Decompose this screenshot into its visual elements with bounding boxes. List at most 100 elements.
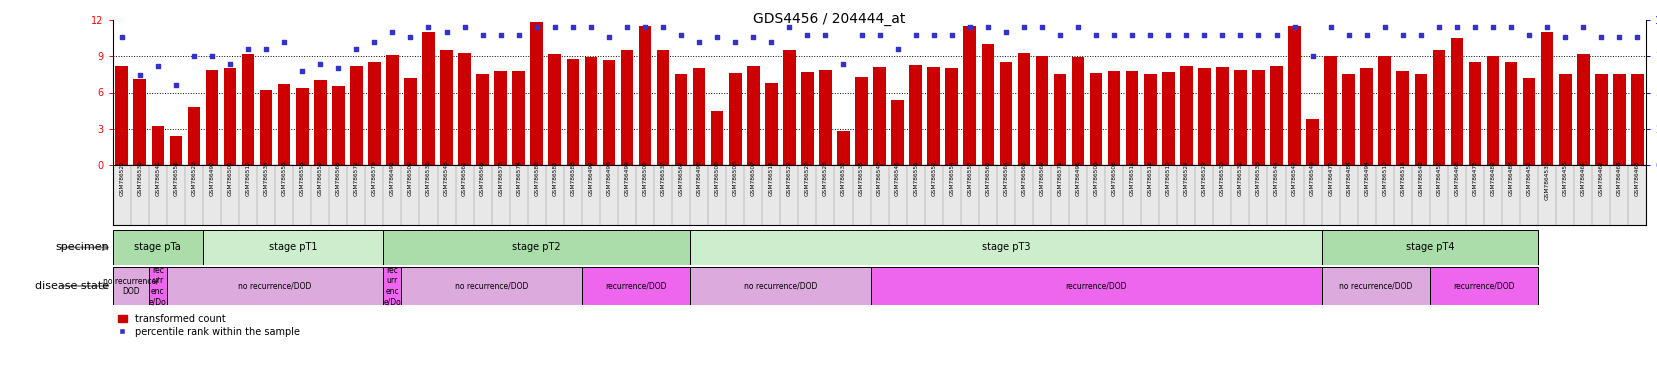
Bar <box>1089 73 1102 165</box>
Bar <box>1450 38 1463 165</box>
Text: stage pT4: stage pT4 <box>1405 243 1453 253</box>
Point <box>270 39 297 45</box>
Text: no recurrence/DOD: no recurrence/DOD <box>744 281 817 291</box>
Bar <box>205 70 219 165</box>
Bar <box>1198 68 1210 165</box>
Bar <box>981 44 994 165</box>
Bar <box>1251 70 1264 165</box>
Point <box>505 31 532 38</box>
Bar <box>1360 68 1372 165</box>
Point <box>1496 24 1523 30</box>
Bar <box>963 26 976 165</box>
Point <box>560 24 587 30</box>
Point <box>361 39 388 45</box>
Point <box>542 24 568 30</box>
Bar <box>1594 74 1607 165</box>
Bar <box>837 131 850 165</box>
Bar <box>908 65 921 165</box>
Point <box>848 31 875 38</box>
Point <box>235 46 262 52</box>
Point <box>1263 31 1289 38</box>
Bar <box>1036 56 1047 165</box>
Point <box>974 24 1001 30</box>
Bar <box>819 70 832 165</box>
Bar <box>1486 56 1498 165</box>
Bar <box>441 50 452 165</box>
Bar <box>926 67 940 165</box>
Bar <box>1395 71 1408 165</box>
Point <box>1137 31 1163 38</box>
Point <box>414 24 441 30</box>
Bar <box>1413 74 1427 165</box>
Point <box>1027 24 1054 30</box>
Point <box>1100 31 1127 38</box>
Text: recurrence/DOD: recurrence/DOD <box>1065 281 1127 291</box>
Bar <box>1017 53 1029 165</box>
Point <box>1334 31 1360 38</box>
Bar <box>870 267 1321 305</box>
Point <box>1551 34 1577 40</box>
Point <box>288 68 315 74</box>
Bar <box>1539 32 1553 165</box>
Point <box>1208 31 1234 38</box>
Legend: transformed count, percentile rank within the sample: transformed count, percentile rank withi… <box>118 314 300 337</box>
Point <box>757 39 784 45</box>
Bar <box>457 53 471 165</box>
Bar <box>224 68 237 165</box>
Bar <box>1287 26 1301 165</box>
Bar <box>601 60 615 165</box>
Point <box>993 28 1019 35</box>
Text: recurrence/DOD: recurrence/DOD <box>605 281 666 291</box>
Point <box>1533 24 1559 30</box>
Bar <box>151 126 164 165</box>
Point <box>920 31 946 38</box>
Bar <box>1070 58 1084 165</box>
Point <box>217 60 244 66</box>
Bar <box>167 267 383 305</box>
Point <box>1299 53 1326 59</box>
Point <box>1082 31 1109 38</box>
Point <box>595 34 621 40</box>
Bar <box>383 230 689 265</box>
Bar <box>638 26 651 165</box>
Bar <box>1428 267 1538 305</box>
Bar <box>202 230 383 265</box>
Bar <box>187 107 200 165</box>
Bar <box>1269 66 1283 165</box>
Point <box>1352 31 1379 38</box>
Text: rec
urr
enc
e/Do: rec urr enc e/Do <box>383 266 401 306</box>
Bar <box>1324 56 1336 165</box>
Point <box>830 60 857 66</box>
Point <box>524 24 550 30</box>
Point <box>1443 24 1470 30</box>
Text: GDS4456 / 204444_at: GDS4456 / 204444_at <box>752 12 905 25</box>
Point <box>1587 34 1614 40</box>
Bar <box>134 79 146 165</box>
Point <box>1478 24 1505 30</box>
Point <box>451 24 477 30</box>
Bar <box>368 62 381 165</box>
Bar <box>401 267 582 305</box>
Point <box>775 24 802 30</box>
Bar <box>1143 74 1157 165</box>
Point <box>631 24 658 30</box>
Point <box>1317 24 1344 30</box>
Bar <box>582 267 689 305</box>
Text: rec
urr
enc
e/Do: rec urr enc e/Do <box>149 266 167 306</box>
Point <box>1011 24 1037 30</box>
Point <box>1226 31 1253 38</box>
Bar <box>656 50 669 165</box>
Text: recurrence/DOD: recurrence/DOD <box>1453 281 1514 291</box>
Point <box>577 24 603 30</box>
Bar <box>711 111 722 165</box>
Point <box>1171 31 1198 38</box>
Bar <box>113 230 202 265</box>
Point <box>938 31 964 38</box>
Point <box>1046 31 1072 38</box>
Bar <box>1321 267 1428 305</box>
Bar <box>476 74 489 165</box>
Point <box>956 24 983 30</box>
Bar <box>689 267 870 305</box>
Point <box>144 63 171 70</box>
Bar <box>169 136 182 165</box>
